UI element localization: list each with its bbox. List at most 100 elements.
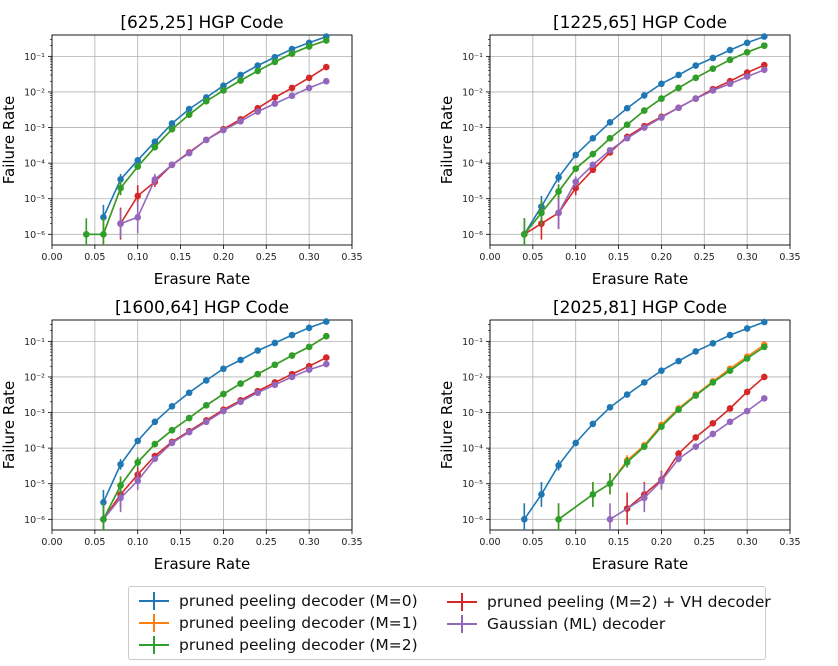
- data-point: [623, 104, 631, 112]
- panel-title: [1600,64] HGP Code: [115, 298, 289, 318]
- y-tick-label: 10⁻³: [462, 408, 483, 419]
- y-tick-label: 10⁻⁶: [462, 515, 483, 526]
- y-tick-label: 10⁻⁴: [462, 159, 483, 170]
- x-tick-label: 0.00: [479, 537, 500, 548]
- data-point: [237, 356, 244, 364]
- x-tick-label: 0.35: [341, 252, 362, 263]
- legend: pruned peeling decoder (M=0) pruned peel…: [128, 586, 771, 660]
- series-3: [100, 354, 330, 530]
- data-point: [743, 388, 751, 396]
- data-point: [606, 404, 614, 411]
- figure-panels: [625,25] HGP Code Erasure Rate Failure R…: [0, 13, 801, 573]
- data-point: [726, 80, 734, 88]
- data-point: [134, 437, 142, 445]
- legend-marker: [139, 592, 169, 610]
- series-line: [523, 44, 765, 235]
- legend-item-ml: Gaussian (ML) decoder: [447, 615, 665, 633]
- data-point: [117, 176, 124, 183]
- data-point: [134, 192, 142, 200]
- y-axis-label: Failure Rate: [0, 96, 18, 185]
- data-point: [254, 108, 262, 115]
- panel-title: [625,25] HGP Code: [120, 13, 283, 33]
- y-tick-label: 10⁻⁵: [24, 194, 45, 205]
- data-point: [709, 340, 717, 347]
- data-point: [709, 54, 717, 62]
- x-tick-label: 0.30: [737, 252, 758, 263]
- series-4: [117, 77, 330, 238]
- data-point: [220, 390, 227, 398]
- series-line: [523, 35, 765, 235]
- y-tick-label: 10⁻²: [462, 87, 483, 98]
- data-point: [589, 491, 597, 498]
- x-tick-label: 0.30: [299, 252, 320, 263]
- data-point: [100, 231, 107, 238]
- data-point: [675, 455, 682, 463]
- data-point: [675, 71, 682, 79]
- data-point: [185, 111, 193, 118]
- data-point: [623, 391, 631, 398]
- data-point: [640, 107, 648, 114]
- x-tick-label: 0.35: [779, 537, 800, 548]
- data-point: [572, 439, 580, 447]
- data-point: [572, 178, 580, 186]
- x-tick-label: 0.05: [84, 252, 105, 263]
- x-axis-label: Erasure Rate: [154, 555, 250, 573]
- series-4: [606, 395, 768, 530]
- data-point: [743, 49, 751, 56]
- x-tick-label: 0.10: [127, 252, 148, 263]
- data-point: [100, 516, 107, 523]
- legend-label: pruned peeling decoder (M=2): [179, 636, 418, 654]
- legend-item-m0: pruned peeling decoder (M=0): [139, 592, 418, 610]
- legend-label: Gaussian (ML) decoder: [487, 615, 666, 633]
- data-point: [202, 136, 210, 144]
- data-point: [168, 161, 176, 169]
- data-point: [237, 71, 244, 79]
- x-tick-label: 0.30: [737, 537, 758, 548]
- data-point: [305, 84, 313, 92]
- gridlines: [51, 35, 353, 245]
- plot-frame: [51, 319, 353, 531]
- data-point: [288, 92, 296, 100]
- data-point: [555, 173, 562, 181]
- data-point: [555, 461, 562, 469]
- x-tick-label: 0.10: [565, 537, 586, 548]
- x-tick-label: 0.20: [213, 252, 234, 263]
- panel-1225-65: [1225,65] HGP Code Erasure Rate Failure …: [438, 13, 801, 288]
- data-point: [726, 367, 734, 374]
- x-tick-label: 0.20: [213, 537, 234, 548]
- series-1: [100, 332, 330, 530]
- data-point: [117, 461, 124, 468]
- x-tick-label: 0.15: [170, 537, 191, 548]
- data-point: [572, 151, 580, 159]
- data-point: [743, 355, 751, 362]
- data-point: [237, 117, 244, 125]
- data-point: [271, 58, 279, 66]
- data-point: [726, 405, 734, 412]
- data-point: [288, 84, 296, 92]
- data-point: [185, 389, 193, 397]
- data-point: [254, 347, 262, 354]
- data-point: [220, 82, 227, 89]
- y-tick-label: 10⁻⁴: [24, 444, 45, 455]
- data-point: [271, 100, 279, 107]
- y-tick-label: 10⁻⁶: [24, 515, 45, 526]
- x-tick-label: 0.30: [299, 537, 320, 548]
- data-point: [168, 426, 176, 434]
- data-point: [288, 352, 296, 359]
- data-point: [117, 220, 124, 227]
- data-point: [168, 120, 176, 127]
- data-point: [640, 92, 648, 99]
- data-point: [322, 354, 330, 361]
- x-axis-label: Erasure Rate: [154, 270, 250, 288]
- data-point: [606, 134, 614, 142]
- data-point: [675, 84, 682, 92]
- data-point: [743, 73, 751, 80]
- data-point: [692, 443, 700, 450]
- y-tick-label: 10⁻³: [462, 123, 483, 134]
- x-tick-label: 0.05: [522, 252, 543, 263]
- data-point: [538, 491, 545, 498]
- data-point: [555, 188, 562, 195]
- y-tick-label: 10⁻⁵: [462, 194, 483, 205]
- panel-title: [1225,65] HGP Code: [553, 13, 727, 33]
- y-tick-label: 10⁻²: [462, 372, 483, 383]
